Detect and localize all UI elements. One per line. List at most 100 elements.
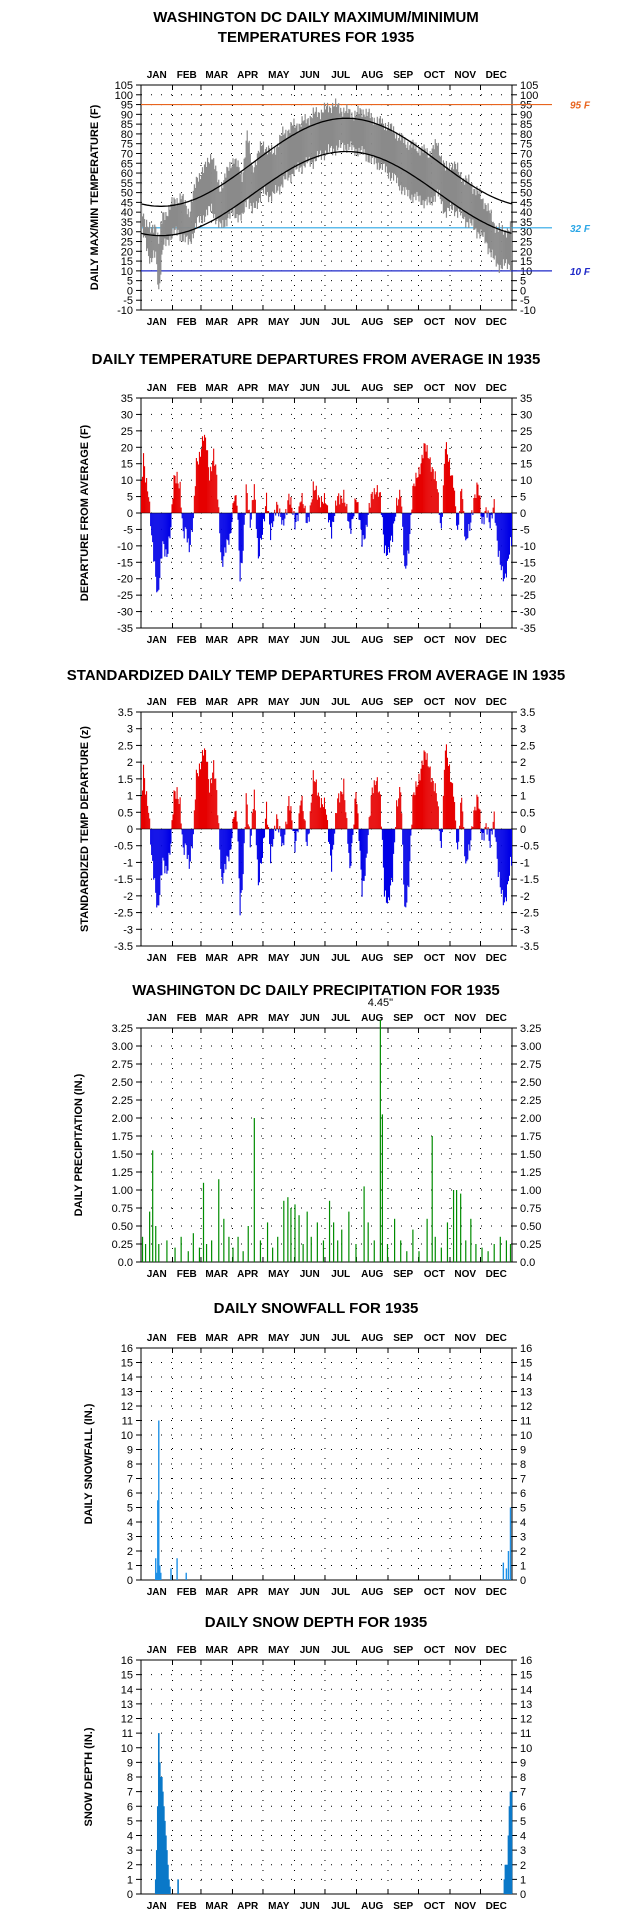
y-tick-label-right: 8 — [520, 1459, 526, 1471]
month-label-top: NOV — [454, 1645, 476, 1656]
month-label-bottom: DEC — [486, 317, 507, 328]
plot-frame — [140, 1659, 513, 1895]
month-label-top: FEB — [177, 70, 197, 81]
y-tick-label-right: 11 — [520, 1416, 531, 1428]
y-tick-label-right: 0 — [520, 285, 526, 297]
y-tick-label-left: 1 — [127, 791, 133, 803]
y-tick-label-right: 1.50 — [520, 1149, 541, 1161]
y-tick-label-left: 2 — [127, 1860, 133, 1872]
month-label-bottom: DEC — [486, 635, 507, 646]
y-tick-label-left: 10 — [121, 1430, 133, 1442]
y-tick-label-right: -30 — [520, 607, 536, 619]
y-tick-label-right: -20 — [520, 574, 536, 586]
month-label-bottom: JUL — [331, 1587, 350, 1598]
y-tick-label-left: 90 — [121, 109, 133, 121]
y-tick-label-right: -1.5 — [520, 874, 539, 886]
y-tick-label-right: 4 — [520, 1831, 526, 1843]
month-label-bottom: JAN — [147, 1269, 167, 1280]
y-tick-label-right: 1.75 — [520, 1131, 541, 1143]
month-label-bottom: DEC — [486, 1901, 507, 1912]
month-label-bottom: MAY — [268, 1901, 290, 1912]
month-label-top: MAY — [268, 1645, 290, 1656]
y-tick-label-left: 0 — [127, 1889, 133, 1901]
y-tick-label-right: 7 — [520, 1787, 526, 1799]
month-label-top: MAY — [268, 1333, 290, 1344]
month-label-bottom: DEC — [486, 953, 507, 964]
y-tick-label-left: 3 — [127, 1532, 133, 1544]
y-tick-label-left: 35 — [121, 393, 133, 405]
month-label-bottom: JAN — [147, 635, 167, 646]
y-tick-label-right: 0 — [520, 1889, 526, 1901]
y-tick-label-left: -5 — [123, 295, 133, 307]
month-label-bottom: DEC — [486, 1269, 507, 1280]
month-label-bottom: FEB — [177, 1901, 197, 1912]
y-tick-label-right: 0.0 — [520, 1257, 535, 1269]
month-label-bottom: OCT — [424, 317, 445, 328]
y-tick-label-right: 6 — [520, 1488, 526, 1500]
month-label-top: MAY — [268, 697, 290, 708]
month-label-top: SEP — [393, 383, 413, 394]
y-tick-label-left: 3.5 — [118, 707, 133, 719]
month-label-top: DEC — [486, 1645, 507, 1656]
y-tick-label-left: -35 — [117, 623, 133, 635]
month-label-top: JUL — [331, 1333, 350, 1344]
month-label-top: APR — [237, 1645, 259, 1656]
y-tick-label-left: 2.75 — [112, 1059, 133, 1071]
y-tick-label-left: 12 — [121, 1714, 133, 1726]
month-label-top: MAR — [205, 383, 229, 394]
chart-title: DAILY SNOW DEPTH FOR 1935 — [205, 1614, 428, 1631]
month-label-top: JAN — [147, 1333, 167, 1344]
y-tick-label-left: 65 — [121, 158, 133, 170]
y-tick-label-left: 0.0 — [118, 1257, 133, 1269]
month-label-bottom: MAY — [268, 1587, 290, 1598]
chart-panel-temp: WASHINGTON DC DAILY MAXIMUM/MINIMUM TEMPE… — [89, 9, 591, 328]
month-label-top: OCT — [424, 383, 445, 394]
y-tick-label-left: 35 — [121, 217, 133, 229]
y-tick-label-left: 2 — [127, 1546, 133, 1558]
y-tick-label-left: 5 — [127, 1503, 133, 1515]
y-tick-label-right: 0 — [520, 824, 526, 836]
y-tick-label-left: 0.75 — [112, 1203, 133, 1215]
y-tick-label-left: 6 — [127, 1488, 133, 1500]
month-label-bottom: AUG — [361, 317, 383, 328]
y-tick-label-right: 70 — [520, 148, 532, 160]
y-tick-label-left: 80 — [121, 129, 133, 141]
month-label-bottom: MAY — [268, 1269, 290, 1280]
month-label-bottom: AUG — [361, 953, 383, 964]
y-tick-label-left: 7 — [127, 1787, 133, 1799]
month-label-bottom: AUG — [361, 1901, 383, 1912]
month-label-top: FEB — [177, 1333, 197, 1344]
y-axis-label: DAILY MAX/MIN TEMPERATURE (F) — [89, 104, 101, 290]
y-tick-label-left: 50 — [121, 188, 133, 200]
month-label-top: SEP — [393, 1333, 413, 1344]
y-tick-label-left: -3.5 — [114, 941, 133, 953]
y-tick-label-left: -10 — [117, 541, 133, 553]
y-tick-label-right: 1.5 — [520, 774, 535, 786]
y-tick-label-right: 15 — [520, 256, 532, 268]
y-tick-label-right: -3.5 — [520, 941, 539, 953]
y-tick-label-left: 8 — [127, 1772, 133, 1784]
y-tick-label-left: 3.00 — [112, 1041, 133, 1053]
y-tick-label-right: 105 — [520, 80, 538, 92]
y-tick-label-right: 20 — [520, 246, 532, 258]
month-label-bottom: JUL — [331, 1901, 350, 1912]
month-label-bottom: MAR — [205, 1269, 229, 1280]
y-tick-label-right: 2 — [520, 1546, 526, 1558]
month-label-bottom: APR — [237, 953, 259, 964]
y-axis-label: DAILY PRECIPITATION (IN.) — [73, 1073, 85, 1216]
y-tick-label-left: 1.25 — [112, 1167, 133, 1179]
y-tick-label-left: 1.75 — [112, 1131, 133, 1143]
month-label-top: DEC — [486, 383, 507, 394]
y-tick-label-left: 15 — [121, 459, 133, 471]
normal-max-line — [141, 117, 512, 207]
month-label-top: FEB — [177, 1013, 197, 1024]
y-tick-label-left: 1.00 — [112, 1185, 133, 1197]
month-label-bottom: JUN — [300, 1269, 320, 1280]
month-label-top: JUN — [300, 1013, 320, 1024]
month-label-top: APR — [237, 697, 259, 708]
y-tick-label-right: 15 — [520, 459, 532, 471]
month-label-bottom: SEP — [393, 1269, 413, 1280]
y-tick-label-left: 25 — [121, 237, 133, 249]
y-tick-label-left: 5 — [127, 1816, 133, 1828]
y-tick-label-right: 3.5 — [520, 707, 535, 719]
